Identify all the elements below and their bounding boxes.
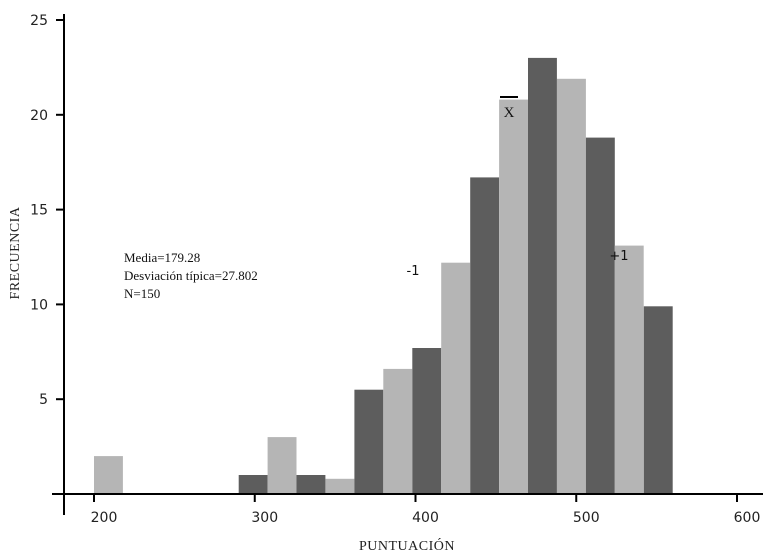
x-tick-label: 600 [734, 510, 761, 526]
axes-group [52, 14, 763, 515]
plus-one-sd-label: +1 [609, 249, 628, 264]
y-ticks-group: 5 10 15 20 25 [30, 13, 64, 408]
histogram-bar [267, 437, 297, 494]
histogram-bar [441, 262, 471, 494]
y-tick-label: 25 [30, 13, 48, 29]
x-axis-title: PUNTUACIÓN [359, 537, 455, 554]
histogram-bar [614, 245, 644, 494]
x-ticks-group: 200 300 400 500 600 [91, 494, 761, 526]
stat-mean: Media=179.28 [124, 250, 200, 265]
x-tick-label: 200 [91, 510, 118, 526]
mean-marker-label: X [504, 105, 515, 121]
histogram-bar [643, 306, 673, 494]
histogram-bar [325, 478, 355, 494]
histogram-bar [585, 137, 615, 494]
histogram-bar [296, 475, 326, 494]
histogram-bar [499, 99, 528, 494]
y-tick-label: 15 [30, 203, 48, 219]
stat-n: N=150 [124, 286, 160, 301]
bars-group [94, 57, 673, 495]
histogram-bar [557, 78, 586, 495]
x-tick-label: 400 [412, 510, 439, 526]
x-tick-label: 300 [251, 510, 278, 526]
y-tick-label: 5 [39, 392, 48, 408]
stats-box: Media=179.28 Desviación típica=27.802 N=… [124, 250, 258, 301]
markers: X -1 +1 [407, 96, 629, 279]
stat-sd: Desviación típica=27.802 [124, 268, 258, 283]
y-tick-label: 10 [30, 297, 48, 313]
y-tick-label: 20 [30, 108, 48, 124]
histogram-bar [412, 348, 442, 494]
x-tick-label: 500 [573, 510, 600, 526]
minus-one-sd-label: -1 [407, 264, 420, 279]
histogram-bar [354, 389, 384, 494]
histogram-bar [238, 475, 268, 494]
histogram-bar [470, 177, 500, 494]
y-axis-title: FRECUENCIA [8, 206, 23, 299]
histogram-bar [528, 57, 557, 495]
histogram-bar [383, 368, 413, 494]
histogram-bar [94, 456, 123, 494]
